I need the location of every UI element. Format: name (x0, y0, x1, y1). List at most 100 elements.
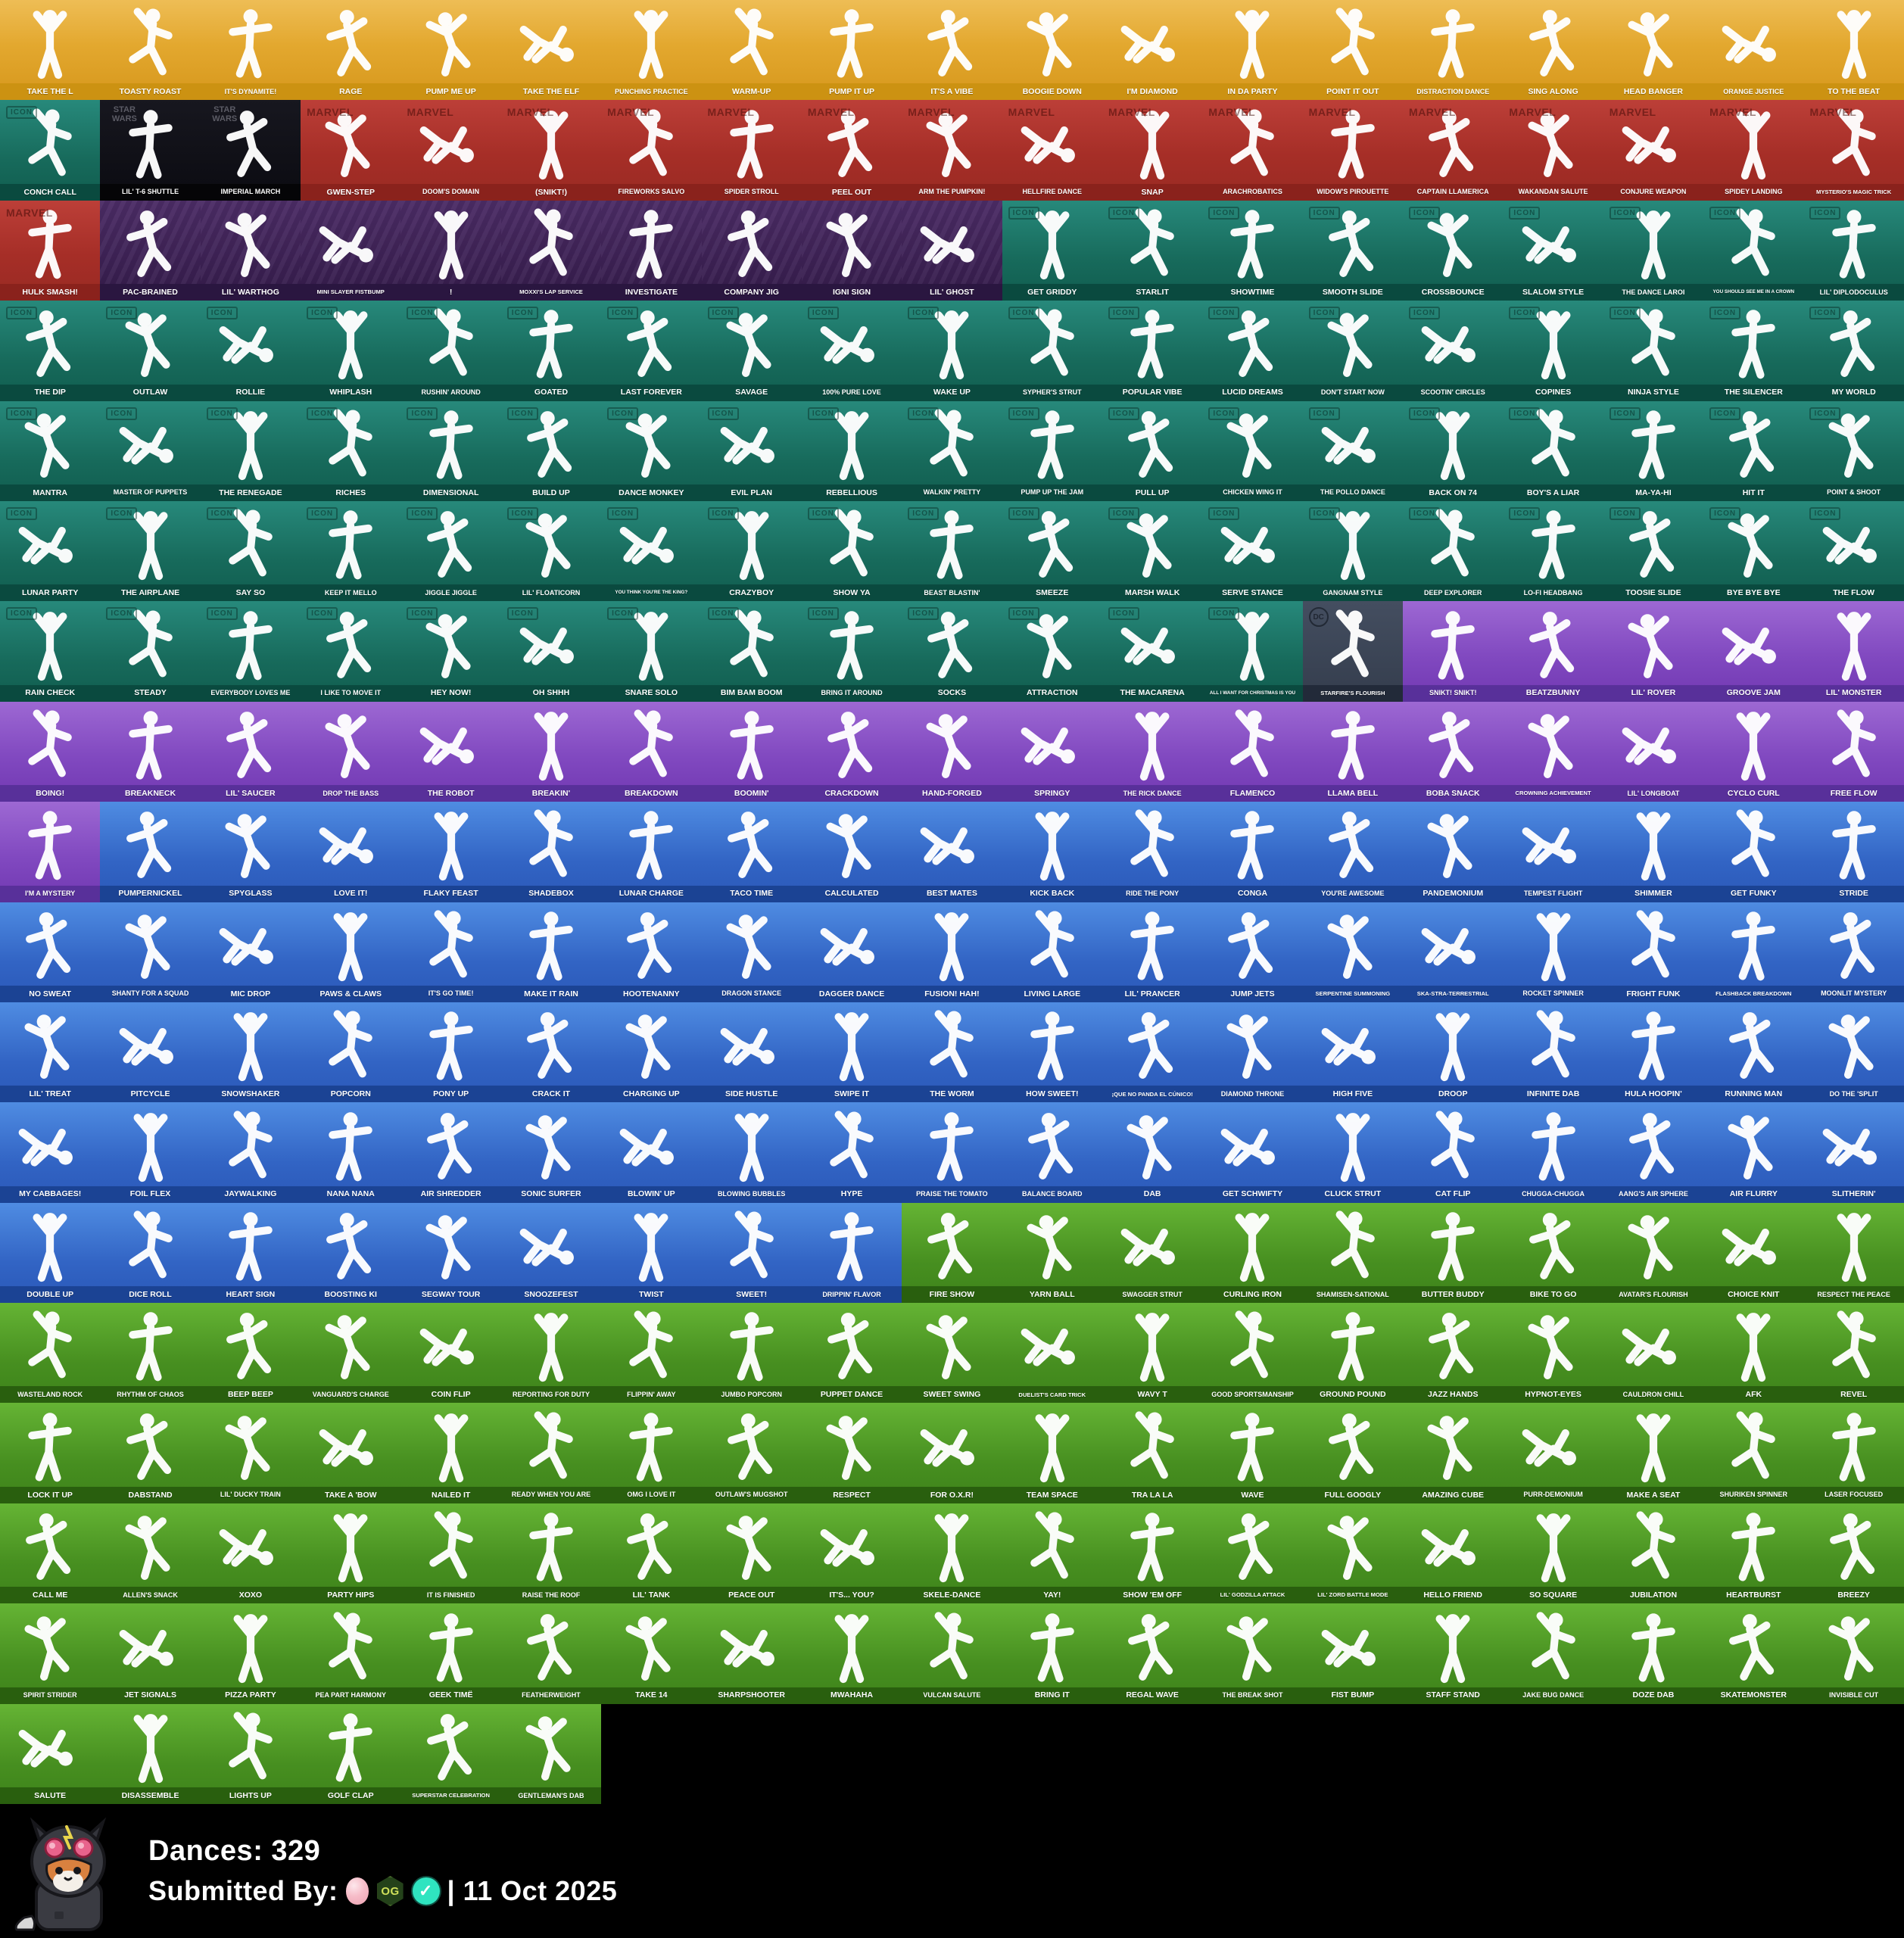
emote-tile[interactable]: ICON COPINES (1503, 301, 1603, 401)
emote-tile[interactable]: ICON YOU SHOULD SEE ME IN A CROWN (1703, 200, 1804, 301)
emote-tile[interactable]: ICON REBELLIOUS (801, 400, 902, 501)
emote-tile[interactable]: CYCLO CURL (1703, 701, 1804, 802)
emote-tile[interactable]: MARVEL ARM THE PUMPKIN! (902, 100, 1002, 201)
emote-tile[interactable]: ¡QUE NO PANDA EL CÚNICO! (1102, 1002, 1203, 1103)
emote-tile[interactable]: JAZZ HANDS (1403, 1303, 1504, 1404)
emote-tile[interactable]: SWEET! (701, 1202, 802, 1304)
emote-tile[interactable]: ICON LO-FI HEADBANG (1503, 500, 1603, 602)
emote-tile[interactable]: SWEET SWING (902, 1303, 1002, 1404)
emote-tile[interactable]: SIDE HUSTLE (701, 1002, 802, 1103)
emote-tile[interactable]: LIL' MONSTER (1803, 601, 1904, 702)
emote-tile[interactable]: CALL ME (0, 1503, 101, 1604)
emote-tile[interactable]: COMPANY JIG (701, 200, 802, 301)
emote-tile[interactable]: XOXO (200, 1503, 301, 1604)
emote-tile[interactable]: ICON STEADY (100, 601, 201, 702)
emote-tile[interactable]: ICON BYE BYE BYE (1703, 500, 1804, 602)
emote-tile[interactable]: ICON THE SILENCER (1703, 301, 1804, 401)
emote-tile[interactable]: BOING! (0, 701, 101, 802)
emote-tile[interactable]: ICON YOU THINK YOU'RE THE KING? (601, 500, 702, 602)
emote-tile[interactable]: BLOWING BUBBLES (701, 1102, 802, 1203)
emote-tile[interactable]: BIKE TO GO (1503, 1202, 1603, 1304)
emote-tile[interactable]: HOOTENANNY (601, 902, 702, 1002)
emote-tile[interactable]: ICON MARSH WALK (1102, 500, 1203, 602)
emote-tile[interactable]: PUMP IT UP (801, 0, 902, 101)
emote-tile[interactable]: DROOP (1403, 1002, 1504, 1103)
emote-tile[interactable]: ICON LUNAR PARTY (0, 500, 101, 602)
emote-tile[interactable]: COIN FLIP (400, 1303, 501, 1404)
emote-tile[interactable]: MARVEL ARACHROBATICS (1202, 100, 1303, 201)
emote-tile[interactable]: HEAD BANGER (1603, 0, 1704, 101)
emote-tile[interactable]: SERPENTINE SUMMONING (1302, 902, 1404, 1002)
emote-tile[interactable]: MAKE A SEAT (1603, 1403, 1704, 1503)
emote-tile[interactable]: IT IS FINISHED (400, 1503, 501, 1604)
emote-tile[interactable]: LIL' TANK (601, 1503, 702, 1604)
emote-tile[interactable]: REVEL (1803, 1303, 1904, 1404)
emote-tile[interactable]: DO THE 'SPLIT (1803, 1002, 1904, 1103)
emote-tile[interactable]: BOOMIN' (701, 701, 802, 802)
emote-tile[interactable]: TEMPEST FLIGHT (1503, 802, 1603, 902)
emote-tile[interactable]: ICON WHIPLASH (301, 301, 401, 401)
emote-tile[interactable]: MARVEL SPIDER STROLL (701, 100, 802, 201)
emote-tile[interactable]: LIVING LARGE (1002, 902, 1102, 1002)
emote-tile[interactable]: STAR WARS IMPERIAL MARCH (200, 100, 301, 201)
emote-tile[interactable]: CONGA (1202, 802, 1303, 902)
emote-tile[interactable]: FEATHERWEIGHT (500, 1603, 602, 1704)
emote-tile[interactable]: ICON NINJA STYLE (1603, 301, 1704, 401)
emote-tile[interactable]: ICON SAY SO (200, 500, 301, 602)
emote-tile[interactable]: RAGE (301, 0, 401, 101)
emote-tile[interactable]: BLOWIN' UP (601, 1102, 702, 1203)
emote-tile[interactable]: OUTLAW'S MUGSHOT (701, 1403, 802, 1503)
emote-tile[interactable]: SHARPSHOOTER (701, 1603, 802, 1704)
emote-tile[interactable]: PARTY HIPS (301, 1503, 401, 1604)
emote-tile[interactable]: YOU'RE AWESOME (1302, 802, 1404, 902)
emote-tile[interactable]: BOOSTING KI (301, 1202, 401, 1304)
emote-tile[interactable]: ICON CROSSBOUNCE (1403, 200, 1504, 301)
emote-tile[interactable]: FLAKY FEAST (400, 802, 501, 902)
emote-tile[interactable]: RESPECT THE PEACE (1803, 1202, 1904, 1304)
emote-tile[interactable]: MARVEL SNAP (1102, 100, 1203, 201)
emote-tile[interactable]: SNOWSHAKER (200, 1002, 301, 1103)
emote-tile[interactable]: ICON OUTLAW (100, 301, 201, 401)
emote-tile[interactable]: NO SWEAT (0, 902, 101, 1002)
emote-tile[interactable]: HAND-FORGED (902, 701, 1002, 802)
emote-tile[interactable]: NAILED IT (400, 1403, 501, 1503)
emote-tile[interactable]: DC STARFIRE'S FLOURISH (1302, 601, 1404, 702)
emote-tile[interactable]: CAULDRON CHILL (1603, 1303, 1704, 1404)
emote-tile[interactable]: LIL' DUCKY TRAIN (200, 1403, 301, 1503)
emote-tile[interactable]: BEATZBUNNY (1503, 601, 1603, 702)
emote-tile[interactable]: STAR WARS LIL' T-6 SHUTTLE (100, 100, 201, 201)
emote-tile[interactable]: CHARGING UP (601, 1002, 702, 1103)
emote-tile[interactable]: HEARTBURST (1703, 1503, 1804, 1604)
emote-tile[interactable]: ICON ALL I WANT FOR CHRISTMAS IS YOU (1202, 601, 1303, 702)
emote-tile[interactable]: ICON ROLLIE (200, 301, 301, 401)
emote-tile[interactable]: AANG'S AIR SPHERE (1603, 1102, 1704, 1203)
emote-tile[interactable]: ICON LUCID DREAMS (1202, 301, 1303, 401)
emote-tile[interactable]: DISASSEMBLE (100, 1703, 201, 1805)
emote-tile[interactable]: DUELIST'S CARD TRICK (1002, 1303, 1102, 1404)
emote-tile[interactable]: ICON KEEP IT MELLO (301, 500, 401, 602)
emote-tile[interactable]: PEA PART HARMONY (301, 1603, 401, 1704)
emote-tile[interactable]: AIR FLURRY (1703, 1102, 1804, 1203)
emote-tile[interactable]: DAGGER DANCE (801, 902, 902, 1002)
emote-tile[interactable]: DOZE DAB (1603, 1603, 1704, 1704)
emote-tile[interactable]: MARVEL SPIDEY LANDING (1703, 100, 1804, 201)
emote-tile[interactable]: SO SQUARE (1503, 1503, 1603, 1604)
emote-tile[interactable]: LIL' TREAT (0, 1002, 101, 1103)
emote-tile[interactable]: BREAKIN' (500, 701, 602, 802)
emote-tile[interactable]: DRIPPIN' FLAVOR (801, 1202, 902, 1304)
emote-tile[interactable]: POPCORN (301, 1002, 401, 1103)
emote-tile[interactable]: MARVEL CAPTAIN LLAMERICA (1403, 100, 1504, 201)
emote-tile[interactable]: YARN BALL (1002, 1202, 1102, 1304)
emote-tile[interactable]: DISTRACTION DANCE (1403, 0, 1504, 101)
emote-tile[interactable]: PUPPET DANCE (801, 1303, 902, 1404)
emote-tile[interactable]: MIC DROP (200, 902, 301, 1002)
emote-tile[interactable]: SHADEBOX (500, 802, 602, 902)
emote-tile[interactable]: GOOD SPORTSMANSHIP (1202, 1303, 1303, 1404)
emote-tile[interactable]: SALUTE (0, 1703, 101, 1805)
emote-tile[interactable]: ICON SHOW YA (801, 500, 902, 602)
emote-tile[interactable]: GEEK TIMË (400, 1603, 501, 1704)
emote-tile[interactable]: SWIPE IT (801, 1002, 902, 1103)
emote-tile[interactable]: ICON CHICKEN WING IT (1202, 400, 1303, 501)
emote-tile[interactable]: FULL GOOGLY (1302, 1403, 1404, 1503)
emote-tile[interactable]: CHUGGA-CHUGGA (1503, 1102, 1603, 1203)
